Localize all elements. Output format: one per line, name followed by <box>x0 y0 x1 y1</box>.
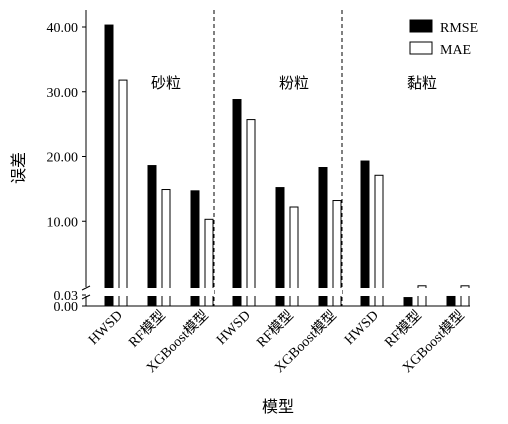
bar-break-band <box>289 288 299 296</box>
y-tick-label: 0.00 <box>54 300 79 315</box>
bar-mae <box>118 79 128 307</box>
bar-break-band <box>360 288 370 296</box>
bar-mae <box>374 174 384 307</box>
bar-break-band <box>190 288 200 296</box>
bar-rmse <box>403 297 413 307</box>
bar-rmse <box>360 160 370 307</box>
bar-break-band <box>460 288 470 296</box>
bar-rmse <box>446 295 456 307</box>
bar-rmse <box>190 190 200 307</box>
legend-label-rmse: RMSE <box>440 21 478 36</box>
y-axis-title: 误差 <box>10 152 28 184</box>
legend-label-mae: MAE <box>440 43 471 58</box>
x-tick-label: RF模型 <box>254 308 297 351</box>
y-tick-label: 0.03 <box>54 289 79 304</box>
bars <box>104 24 470 307</box>
bar-rmse <box>318 167 328 307</box>
bar-break-band <box>104 288 114 296</box>
bar-break-band <box>232 288 242 296</box>
bar-rmse <box>147 165 157 307</box>
axis-break-mark <box>81 285 91 291</box>
legend-swatch-rmse <box>409 19 433 33</box>
x-axis-title: 模型 <box>262 398 294 416</box>
bar-break-band <box>246 288 256 296</box>
bar-break-band <box>275 288 285 296</box>
bar-break-band <box>161 288 171 296</box>
bar-mae <box>246 119 256 307</box>
bar-rmse <box>275 187 285 307</box>
y-tick-label: 20.00 <box>47 151 79 166</box>
bar-break-band <box>147 288 157 296</box>
x-tick-label: RF模型 <box>126 308 169 351</box>
bar-break-band <box>417 288 427 296</box>
y-tick-label: 40.00 <box>47 21 79 36</box>
x-tick-label: RF模型 <box>382 308 425 351</box>
bar-mae <box>161 189 171 307</box>
axis-break-mark <box>81 294 91 300</box>
bar-break-band <box>204 288 214 296</box>
y-tick-label: 10.00 <box>47 215 79 230</box>
bar-rmse <box>104 24 114 307</box>
y-tick-label: 30.00 <box>47 86 79 101</box>
x-tick-label: HWSD <box>86 308 126 348</box>
bar-mae <box>332 200 342 307</box>
x-tick-label: HWSD <box>214 308 254 348</box>
legend: RMSE MAE <box>409 19 478 58</box>
group-label: 黏粒 <box>407 75 437 92</box>
bar-mae <box>204 218 214 307</box>
bar-break-band <box>374 288 384 296</box>
x-tick-label: HWSD <box>342 308 382 348</box>
bar-break-band <box>318 288 328 296</box>
bar-mae <box>289 206 299 307</box>
bar-rmse <box>232 99 242 307</box>
group-label: 粉粒 <box>279 75 309 92</box>
bar-break-band <box>118 288 128 296</box>
bar-break-band <box>332 288 342 296</box>
legend-swatch-mae <box>409 41 433 55</box>
group-label: 砂粒 <box>151 75 181 92</box>
